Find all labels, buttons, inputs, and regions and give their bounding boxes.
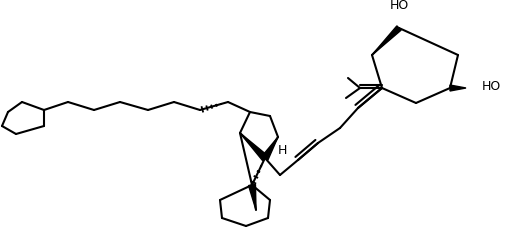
Polygon shape: [240, 133, 268, 160]
Text: HO: HO: [482, 79, 501, 93]
Polygon shape: [249, 184, 256, 210]
Text: H: H: [277, 144, 287, 157]
Text: HO: HO: [390, 0, 409, 12]
Polygon shape: [372, 26, 401, 55]
Polygon shape: [262, 137, 278, 160]
Polygon shape: [450, 85, 466, 91]
